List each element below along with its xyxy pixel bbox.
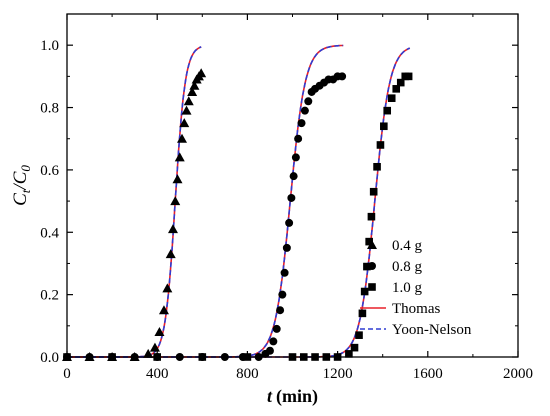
legend-label: 0.4 g <box>392 238 423 254</box>
x-tick-label: 1600 <box>413 366 443 382</box>
data-point-1-0-g <box>363 262 371 271</box>
data-point-0-8-g <box>304 97 313 106</box>
data-point-1-0-g <box>387 94 396 102</box>
data-point-0-4-g <box>149 342 160 352</box>
thomas-fit-line <box>67 44 344 358</box>
data-point-1-0-g <box>380 122 388 131</box>
data-point-0-8-g <box>294 134 303 143</box>
data-point-0-4-g <box>187 86 198 96</box>
data-point-0-4-g <box>165 249 176 259</box>
data-point-0-4-g <box>167 224 178 234</box>
data-point-0-4-g <box>154 327 165 337</box>
data-point-1-0-g <box>350 343 359 352</box>
data-point-0-4-g <box>143 348 154 358</box>
y-axis-label: Ct/C0 <box>10 165 33 206</box>
x-tick-label: 1200 <box>323 366 353 382</box>
data-point-0-8-g <box>278 290 287 299</box>
yoon-nelson-fit-line <box>67 47 411 358</box>
data-point-0-4-g <box>189 80 200 90</box>
legend-marker-circle <box>368 262 376 270</box>
x-tick-label: 800 <box>236 366 259 382</box>
data-point-1-0-g <box>358 309 367 318</box>
y-tick-label: 0.6 <box>40 163 59 179</box>
y-tick-label: 1.0 <box>40 38 59 54</box>
data-point-1-0-g <box>365 237 373 246</box>
legend-marker-triangle <box>367 240 377 249</box>
x-axis-label-unit: (min) <box>276 386 318 407</box>
yoon-nelson-fit-line <box>67 46 202 358</box>
legend-label: Thomas <box>392 301 440 317</box>
data-point-0-8-g <box>297 119 306 128</box>
data-point-0-8-g <box>338 72 347 81</box>
data-point-1-0-g <box>392 85 401 93</box>
data-point-0-4-g <box>183 96 194 106</box>
data-point-0-8-g <box>287 193 296 202</box>
legend-label: Yoon-Nelson <box>392 322 472 338</box>
data-point-0-8-g <box>265 346 274 355</box>
data-markers <box>62 68 413 361</box>
thomas-fit-line <box>67 46 202 358</box>
data-point-1-0-g <box>373 162 381 171</box>
thomas-fit-line <box>67 47 411 358</box>
data-point-1-0-g <box>376 141 385 149</box>
data-point-0-4-g <box>181 105 192 115</box>
data-point-1-0-g <box>367 212 376 221</box>
data-point-1-0-g <box>396 78 405 87</box>
axis-ticks: 0 400 800 1200 1600 2000 0.0 0.2 0.4 0.6 0.8 1.0 <box>40 13 533 382</box>
data-point-0-8-g <box>282 243 291 252</box>
x-axis-label: t (min) <box>267 386 318 407</box>
data-point-0-4-g <box>172 174 183 184</box>
data-point-1-0-g <box>369 187 378 196</box>
y-tick-label: 0.8 <box>40 101 59 117</box>
data-point-0-8-g <box>276 306 285 315</box>
data-point-0-8-g <box>272 324 281 333</box>
x-axis-label-var: t <box>267 386 273 406</box>
legend-marker-square <box>368 283 376 291</box>
y-tick-label: 0.2 <box>40 288 59 304</box>
data-point-0-4-g <box>158 305 169 315</box>
data-point-0-8-g <box>291 153 300 162</box>
legend-label: 1.0 g <box>392 280 423 296</box>
fit-lines <box>67 44 411 358</box>
data-point-0-8-g <box>289 172 298 181</box>
legend: 0.4 g 0.8 g 1.0 g Thomas Yoon-Nelson <box>360 238 472 338</box>
data-point-0-4-g <box>196 68 207 78</box>
data-point-1-0-g <box>355 331 363 339</box>
data-point-1-0-g <box>345 350 353 358</box>
data-point-0-8-g <box>269 337 278 346</box>
y-tick-label: 0.0 <box>40 350 59 366</box>
data-point-0-4-g <box>177 133 188 143</box>
y-tick-label: 0.4 <box>40 225 59 241</box>
x-tick-label: 2000 <box>503 366 533 382</box>
data-point-0-4-g <box>162 283 173 293</box>
data-point-0-4-g <box>179 118 190 128</box>
data-point-0-8-g <box>300 106 309 115</box>
data-point-0-8-g <box>280 268 289 277</box>
data-point-1-0-g <box>360 287 369 296</box>
data-point-1-0-g <box>383 106 392 115</box>
x-tick-label: 400 <box>146 366 169 382</box>
yoon-nelson-fit-line <box>67 44 344 358</box>
data-point-1-0-g <box>404 72 413 81</box>
data-point-0-8-g <box>285 218 294 227</box>
data-point-0-4-g <box>170 196 181 206</box>
x-tick-label: 0 <box>63 366 71 382</box>
legend-label: 0.8 g <box>392 259 423 275</box>
data-point-0-4-g <box>174 152 185 162</box>
